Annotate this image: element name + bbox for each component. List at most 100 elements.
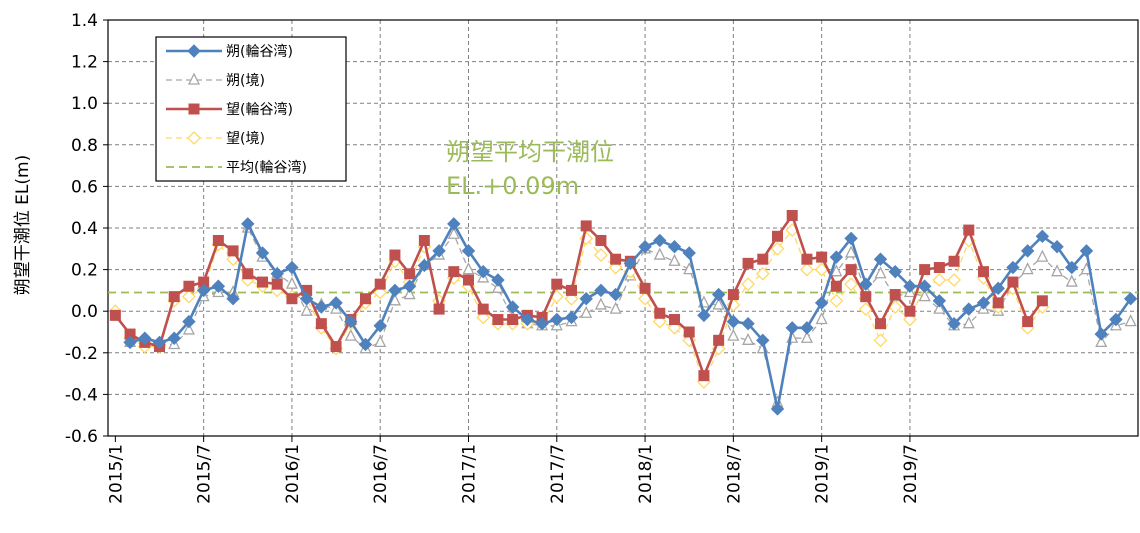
data-point xyxy=(257,276,268,288)
data-point xyxy=(329,296,343,310)
data-point xyxy=(653,233,667,248)
legend-label: 朔(境) xyxy=(226,73,265,89)
data-point xyxy=(271,278,283,290)
data-point xyxy=(698,370,710,382)
data-point xyxy=(875,318,886,330)
data-point xyxy=(461,244,476,258)
data-point xyxy=(669,314,680,326)
data-point xyxy=(610,253,622,265)
data-point xyxy=(418,234,430,246)
y-tick-label: 0.2 xyxy=(71,261,98,281)
data-point xyxy=(800,330,813,343)
data-point xyxy=(668,253,681,266)
data-point xyxy=(211,279,226,293)
y-tick-label: -0.6 xyxy=(65,427,98,447)
data-point xyxy=(358,337,373,352)
data-point xyxy=(963,224,975,236)
data-point xyxy=(1021,262,1034,275)
x-tick-label: 2017/1 xyxy=(460,444,480,504)
data-point xyxy=(182,289,196,304)
data-point xyxy=(270,267,284,281)
data-point xyxy=(844,231,858,246)
data-point xyxy=(580,305,593,318)
legend-label: 平均(輪谷湾) xyxy=(226,159,307,176)
x-tick-label: 2018/1 xyxy=(636,444,656,504)
data-point xyxy=(566,284,577,296)
legend-item: 朔(境) xyxy=(166,72,265,89)
data-point xyxy=(1051,264,1064,277)
data-point xyxy=(830,280,842,292)
data-point xyxy=(874,266,887,279)
x-tick-label: 2015/1 xyxy=(106,444,126,504)
data-point xyxy=(919,264,931,276)
data-point xyxy=(344,328,357,341)
data-point xyxy=(800,321,814,335)
data-point xyxy=(299,292,314,306)
data-point xyxy=(1036,295,1048,307)
data-point xyxy=(1123,292,1138,306)
data-point xyxy=(286,293,298,305)
data-point xyxy=(123,335,137,350)
data-point xyxy=(226,292,240,306)
data-point xyxy=(330,341,342,353)
data-point xyxy=(433,303,445,315)
data-point xyxy=(551,278,563,290)
data-point xyxy=(463,274,474,286)
data-point xyxy=(374,278,386,290)
data-point xyxy=(505,300,520,314)
series-group xyxy=(108,210,1138,416)
x-tick-label: 2019/7 xyxy=(901,444,921,504)
y-tick-label: 1.2 xyxy=(71,53,98,73)
legend-label: 望(境) xyxy=(226,131,265,147)
data-point xyxy=(933,262,945,274)
data-point xyxy=(183,280,195,292)
legend-item: 朔(輪谷湾) xyxy=(166,43,293,60)
annotation-line-2: EL.+0.09m xyxy=(446,172,579,200)
data-point xyxy=(933,301,946,314)
data-point xyxy=(962,316,975,329)
data-point xyxy=(595,234,607,246)
data-point xyxy=(1022,316,1034,328)
legend-label: 望(輪谷湾) xyxy=(226,101,293,118)
data-point xyxy=(873,252,888,266)
data-point xyxy=(182,322,195,335)
data-point xyxy=(476,264,490,279)
data-point xyxy=(683,326,695,338)
data-point xyxy=(404,268,416,280)
data-point xyxy=(109,309,121,321)
y-tick-label: 0.0 xyxy=(71,302,98,322)
x-tick-label: 2015/7 xyxy=(195,444,215,504)
data-point xyxy=(594,248,608,262)
data-point xyxy=(432,244,446,258)
data-point xyxy=(448,266,460,278)
x-tick-label: 2016/1 xyxy=(283,444,303,504)
data-point xyxy=(1065,260,1079,275)
data-point xyxy=(1095,334,1108,348)
x-tick-label: 2019/1 xyxy=(813,444,833,504)
data-point xyxy=(639,282,651,294)
data-point xyxy=(579,292,593,306)
data-point xyxy=(285,276,298,289)
data-point xyxy=(904,305,916,317)
data-point xyxy=(858,302,873,317)
data-point xyxy=(344,314,358,329)
data-point xyxy=(241,217,255,231)
data-point xyxy=(491,273,505,287)
data-point xyxy=(770,402,785,416)
data-point xyxy=(535,316,549,331)
data-point xyxy=(623,256,638,271)
data-point xyxy=(742,257,754,269)
data-point xyxy=(932,294,947,308)
data-point xyxy=(1007,276,1019,288)
series-line xyxy=(129,222,1132,411)
x-axis-ticks: 2015/1 2015/7 2016/1 2016/7 2017/1 2017/7 2018… xyxy=(106,436,921,504)
data-point xyxy=(315,318,327,330)
data-point xyxy=(712,297,725,310)
data-point xyxy=(992,297,1004,309)
data-point xyxy=(667,240,682,254)
data-point xyxy=(713,334,725,346)
x-tick-label: 2016/7 xyxy=(371,444,391,504)
data-point xyxy=(786,210,798,222)
data-point xyxy=(227,245,239,257)
